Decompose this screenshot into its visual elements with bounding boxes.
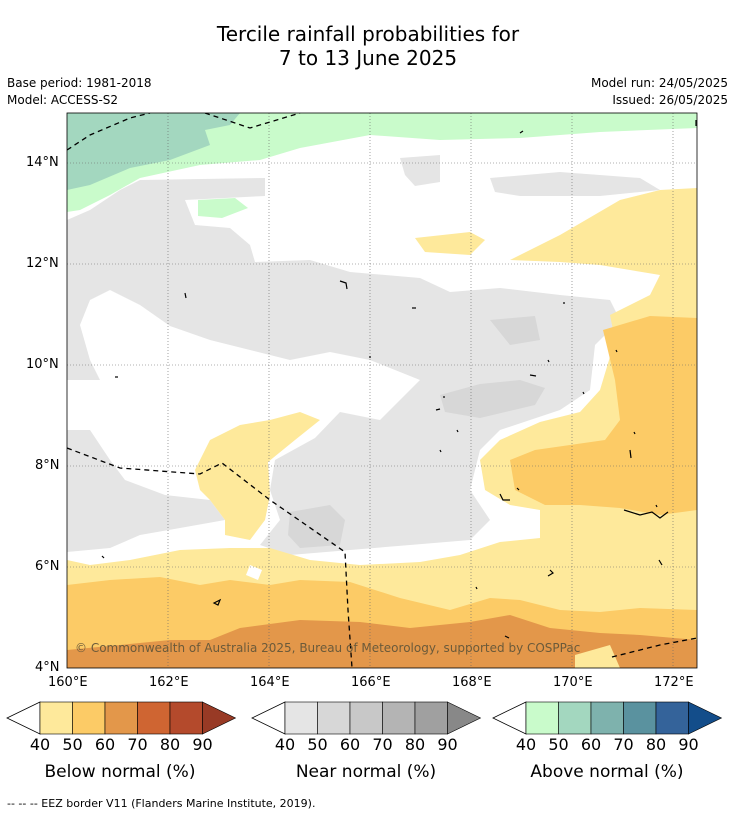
lon-tick-label: 166°E [351,675,391,690]
lat-tick-label: 6°N [35,559,60,574]
colorbar-tick-label: 60 [339,735,361,754]
colorbar-title-below: Below normal (%) [44,762,196,782]
colorbar-tick-label: 60 [94,735,116,754]
lon-tick-label: 170°E [553,675,593,690]
lat-tick-label: 14°N [26,155,59,170]
near-normal-50 [288,316,605,552]
colorbar-tick-label: 70 [613,735,634,754]
lat-tick-label: 4°N [35,660,60,675]
graticule [67,113,697,668]
island-markers [101,120,697,639]
colorbar-tick-label: 60 [580,735,602,754]
colorbar-low-arrow [251,701,286,735]
map-fill-regions [67,113,697,668]
map-title-line1: Tercile rainfall probabilities for [216,22,520,46]
colorbar-tick-label: 70 [372,735,393,754]
colorbar-tick-label: 90 [437,735,458,754]
colorbar-swatch [169,701,203,735]
issued-date: Issued: 26/05/2025 [612,93,728,107]
colorbar-swatch [590,701,624,735]
lat-tick-label: 10°N [26,357,59,372]
colorbar-swatch [558,701,592,735]
eez-legend: -- -- -- EEZ border V11 (Flanders Marine… [7,797,316,810]
colorbar-swatch [72,701,106,735]
colorbar-low-arrow [492,701,527,735]
base-period: Base period: 1981-2018 [7,76,152,90]
above-normal-patch [198,198,248,218]
colorbar-swatch [137,701,171,735]
colorbar-tick-label: 40 [29,735,51,754]
below-normal-40-north [415,232,485,255]
colorbar-tick-label: 90 [678,735,699,754]
colorbar-tick-label: 40 [274,735,296,754]
colorbar-high-arrow [688,701,723,735]
colorbar-swatch [39,701,73,735]
copyright-notice: © Commonwealth of Australia 2025, Bureau… [75,641,581,655]
lon-tick-label: 168°E [452,675,492,690]
map-title-line2: 7 to 13 June 2025 [278,46,458,70]
lon-tick-label: 160°E [48,675,88,690]
lat-tick-label: 8°N [35,458,60,473]
below-normal-60-east [575,645,620,668]
colorbar-swatch [382,701,416,735]
model-run: Model run: 24/05/2025 [590,76,728,90]
colorbar-tick-label: 80 [159,735,181,754]
colorbar-swatch [414,701,448,735]
colorbar-high-arrow [202,701,237,735]
colorbar-swatch [284,701,318,735]
below-normal-region-40 [67,188,697,668]
colorbar-swatch [655,701,689,735]
colorbar-tick-label: 80 [404,735,426,754]
near-normal-white-gap [246,565,262,580]
near-normal-region [67,178,620,555]
above-normal-region [67,113,697,212]
colorbar-swatch [349,701,383,735]
map-frame [66,112,698,669]
colorbar-near-normal [251,701,482,735]
colorbar-title-near: Near normal (%) [295,762,437,782]
colorbar-below-normal [6,701,237,735]
colorbar-tick-label: 70 [127,735,148,754]
lon-tick-label: 164°E [250,675,290,690]
below-normal-40-center [195,412,320,540]
colorbar-high-arrow [447,701,482,735]
below-normal-region-60 [67,615,697,668]
probability-map [66,112,698,669]
below-normal-60-west [125,620,185,640]
colorbar-swatch [525,701,559,735]
colorbar-tick-label: 50 [548,735,569,754]
above-normal-region-50 [67,113,240,190]
colorbar-title-above: Above normal (%) [530,762,684,782]
colorbar-tick-label: 40 [515,735,537,754]
lon-tick-label: 162°E [149,675,189,690]
lon-tick-label: 172°E [654,675,694,690]
colorbar-above-normal [492,701,723,735]
colorbar-swatch [104,701,138,735]
below-normal-region-50 [510,316,697,515]
near-normal-region-sw [67,430,225,552]
lat-tick-label: 12°N [26,256,59,271]
colorbar-swatch [623,701,657,735]
colorbar-tick-label: 80 [645,735,667,754]
eez-border [67,113,697,668]
colorbars [6,701,723,735]
colorbar-low-arrow [6,701,41,735]
colorbar-tick-label: 50 [62,735,83,754]
colorbar-swatch [317,701,351,735]
colorbar-tick-label: 90 [192,735,213,754]
near-normal-region-ne [490,172,660,196]
colorbar-tick-label: 50 [307,735,328,754]
model-name: Model: ACCESS-S2 [7,93,119,107]
